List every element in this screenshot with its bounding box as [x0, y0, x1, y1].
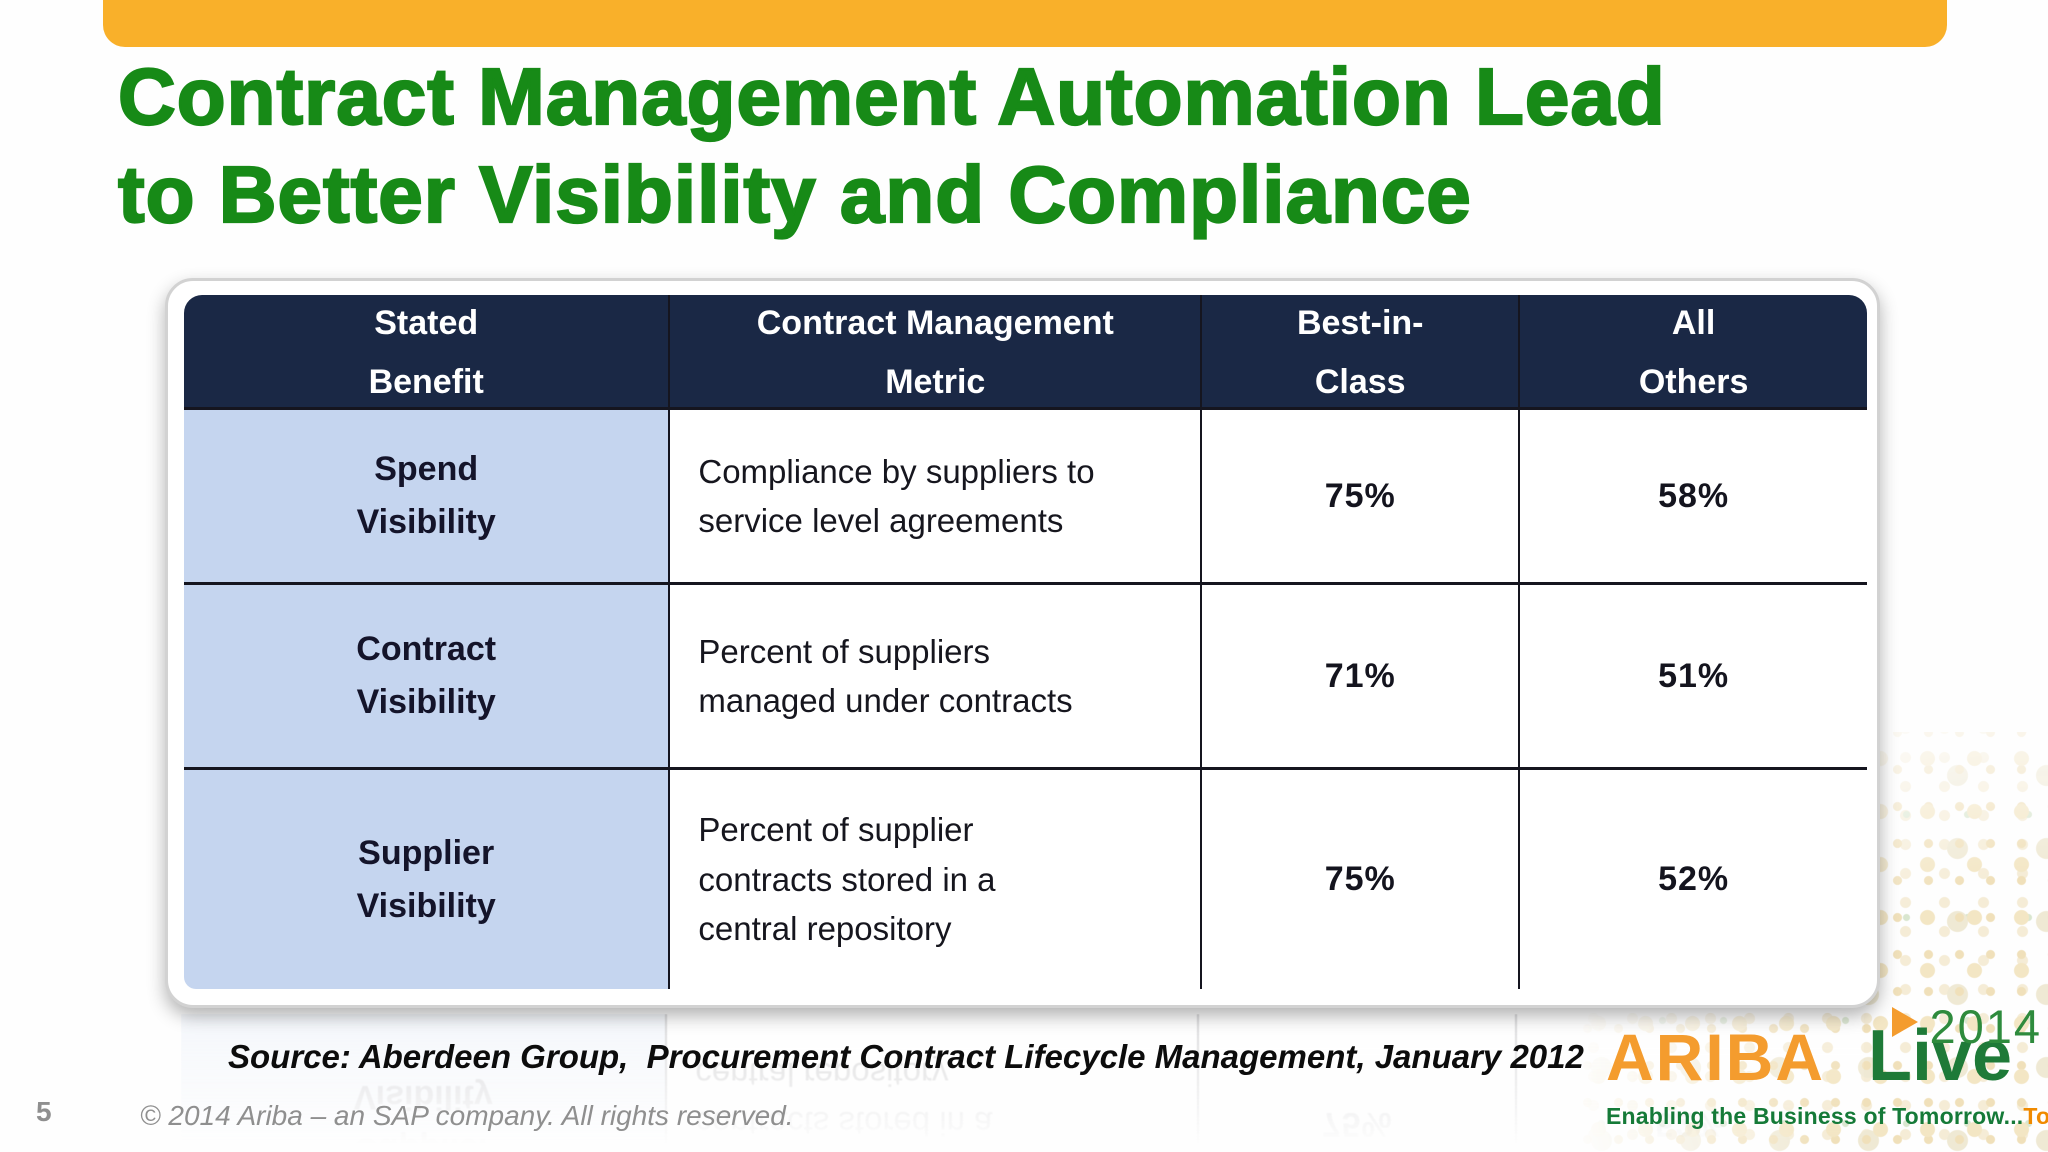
- header-best-in-class: Best-in- Class: [1202, 295, 1521, 410]
- logo-ariba-text: ARIBA: [1606, 1020, 1825, 1094]
- tagline-orange-text: Today: [2023, 1103, 2048, 1129]
- benefit-cell-spend-visibility: Spend Visibility: [184, 410, 671, 585]
- play-triangle-icon: [1892, 1007, 1918, 1037]
- logo-year: 2014: [1929, 1000, 2042, 1053]
- header-stated-benefit: Stated Benefit: [184, 295, 671, 410]
- top-accent-bar: [103, 0, 1947, 47]
- all-others-cell-row1: 58%: [1520, 410, 1867, 585]
- best-in-class-cell-row3: 75%: [1202, 770, 1521, 989]
- copyright-text: © 2014 Ariba – an SAP company. All right…: [140, 1100, 794, 1131]
- slide-title: Contract Management Automation Lead to B…: [117, 51, 1666, 240]
- metric-cell-row3: Percent of supplier contracts stored in …: [670, 770, 1203, 989]
- metric-cell-row1: Compliance by suppliers to service level…: [670, 410, 1203, 585]
- all-others-cell-row3: 52%: [1520, 770, 1867, 989]
- header-all-others: All Others: [1520, 295, 1867, 410]
- benefit-cell-supplier-visibility: Supplier Visibility: [184, 770, 671, 989]
- benefit-cell-contract-visibility: Contract Visibility: [184, 585, 671, 770]
- header-contract-management-metric: Contract Management Metric: [670, 295, 1203, 410]
- page-number: 5: [36, 1096, 52, 1127]
- best-in-class-cell-row2: 71%: [1202, 585, 1521, 770]
- source-note: Source: Aberdeen Group, Procurement Cont…: [228, 1038, 1584, 1075]
- best-in-class-cell-row1: 75%: [1202, 410, 1521, 585]
- ariba-live-wordmark: ARIBA Live 2014: [1606, 1000, 2042, 1099]
- logo-tagline: Enabling the Business of Tomorrow...Toda…: [1606, 1103, 2048, 1130]
- benefits-table: Stated Benefit Contract Management Metri…: [165, 278, 1880, 1008]
- all-others-cell-row2: 51%: [1520, 585, 1867, 770]
- tagline-green-text: Enabling the Business of Tomorrow...: [1606, 1103, 2024, 1129]
- benefits-table-grid: Stated Benefit Contract Management Metri…: [184, 295, 1867, 989]
- ariba-live-logo: ARIBA Live 2014 Enabling the Business of…: [1606, 1000, 2048, 1130]
- metric-cell-row2: Percent of suppliers managed under contr…: [670, 585, 1203, 770]
